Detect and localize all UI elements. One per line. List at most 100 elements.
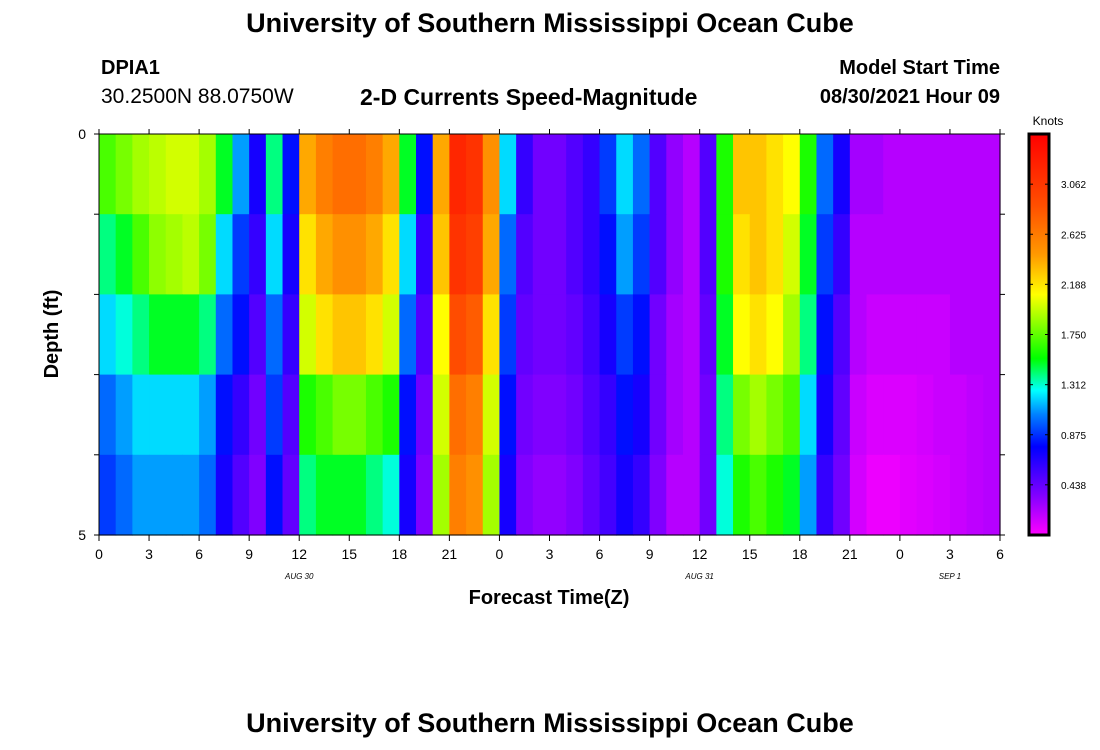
heat-cell <box>849 294 868 376</box>
heat-cell <box>833 294 851 376</box>
heat-cell <box>115 214 133 295</box>
date-labels: AUG 30 AUG 31 SEP 1 <box>284 572 961 581</box>
heat-cell <box>416 294 434 376</box>
heat-cell <box>516 294 534 376</box>
heat-cell <box>432 134 450 215</box>
heat-cell <box>632 214 651 295</box>
heat-cell <box>733 134 751 215</box>
heat-cell <box>933 374 951 456</box>
heat-cell <box>449 374 467 456</box>
heat-cell <box>132 134 150 215</box>
y-axis-label: Depth (ft) <box>41 290 63 379</box>
heat-cell <box>115 294 133 376</box>
heat-cell <box>315 294 334 376</box>
heat-cell <box>649 454 667 536</box>
x-tick-label: 18 <box>792 546 808 562</box>
heat-cell <box>966 214 984 295</box>
heat-cell <box>916 454 934 536</box>
page-title: University of Southern Mississippi Ocean… <box>246 8 854 38</box>
heat-cell <box>199 294 217 376</box>
heat-cell <box>299 294 317 376</box>
heat-cell <box>132 374 150 456</box>
heat-cell <box>866 294 884 376</box>
heat-cell <box>632 454 651 536</box>
heat-cell <box>532 134 551 215</box>
heat-cell <box>682 134 701 215</box>
heat-cell <box>365 454 384 536</box>
heat-cell <box>716 454 734 536</box>
heat-cell <box>532 374 551 456</box>
heat-cell <box>449 134 467 215</box>
heat-cell <box>949 294 968 376</box>
heat-cell <box>149 134 167 215</box>
heat-cell <box>315 454 334 536</box>
heat-cell <box>766 454 784 536</box>
heat-cell <box>699 374 717 456</box>
heat-cell <box>249 294 267 376</box>
colorbar-tick-label: 1.312 <box>1061 381 1086 392</box>
heat-cell <box>682 294 701 376</box>
heat-cell <box>365 134 384 215</box>
heat-cell <box>682 454 701 536</box>
heat-cell <box>115 134 133 215</box>
heat-cell <box>666 374 684 456</box>
heat-cell <box>783 214 801 295</box>
heat-cell <box>265 214 284 295</box>
heat-cell <box>766 374 784 456</box>
heat-cell <box>899 374 918 456</box>
heat-cell <box>549 454 567 536</box>
heat-cell <box>482 454 501 536</box>
heat-cell <box>949 454 968 536</box>
heat-cell <box>299 454 317 536</box>
heat-cell <box>416 454 434 536</box>
heat-cell <box>766 134 784 215</box>
heat-cell <box>966 134 984 215</box>
x-tick-label: 3 <box>546 546 554 562</box>
heat-cell <box>199 374 217 456</box>
heat-cell <box>699 214 717 295</box>
colorbar-tick-label: 2.625 <box>1061 230 1086 241</box>
heat-cell <box>532 294 551 376</box>
date-label: AUG 30 <box>284 572 314 581</box>
heat-cell <box>716 214 734 295</box>
heat-cell <box>833 134 851 215</box>
heat-cell <box>916 294 934 376</box>
heat-cell <box>716 374 734 456</box>
heat-cell <box>99 134 117 215</box>
heat-cell <box>966 374 984 456</box>
heat-cell <box>232 454 250 536</box>
heat-cell <box>582 214 601 295</box>
heat-cell <box>349 454 367 536</box>
heat-cell <box>149 214 167 295</box>
x-tick-label: 0 <box>896 546 904 562</box>
heat-cell <box>949 134 968 215</box>
heat-cell <box>749 374 768 456</box>
x-tick-label: 3 <box>145 546 153 562</box>
heat-cell <box>849 214 868 295</box>
heat-cell <box>566 294 584 376</box>
heat-cell <box>749 454 768 536</box>
heat-cell <box>466 374 484 456</box>
heat-cell <box>232 294 250 376</box>
colorbar-tick-label: 0.438 <box>1061 481 1086 492</box>
heat-cell <box>666 134 684 215</box>
model-start-value: 08/30/2021 Hour 09 <box>819 86 1000 108</box>
heat-cell <box>215 294 234 376</box>
heat-cell <box>249 214 267 295</box>
heat-cell <box>349 134 367 215</box>
heat-cell <box>616 214 634 295</box>
heat-cell <box>399 374 417 456</box>
heat-cell <box>99 454 117 536</box>
heat-cell <box>382 374 400 456</box>
y-tick-label: 5 <box>78 527 86 543</box>
heat-cell <box>649 134 667 215</box>
heat-cell <box>783 454 801 536</box>
colorbar-ticks: 3.062 2.625 2.188 1.750 1.312 0.875 0.438 <box>1029 180 1086 492</box>
heat-cell <box>399 134 417 215</box>
heat-cell <box>199 214 217 295</box>
heat-cell <box>616 374 634 456</box>
heat-cell <box>382 134 400 215</box>
heat-cell <box>883 294 901 376</box>
heat-cell <box>532 214 551 295</box>
